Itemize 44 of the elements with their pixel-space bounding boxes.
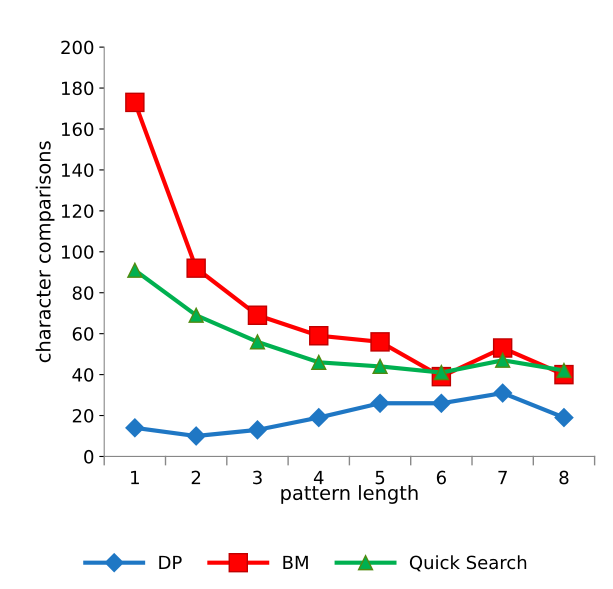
y-tick-label: 40	[72, 368, 94, 382]
y-tick-label: 100	[62, 245, 94, 259]
y-tick-label: 200	[61, 40, 94, 54]
legend-label: BM	[283, 556, 308, 569]
y-tick-label: 120	[62, 204, 94, 218]
x-tick-label: 4	[314, 470, 324, 484]
y-axis-title: character comparisons	[36, 141, 54, 362]
point	[127, 262, 142, 278]
point	[370, 394, 390, 413]
point	[492, 338, 512, 358]
point	[372, 358, 388, 374]
point	[186, 426, 206, 446]
x-axis-title: pattern length	[281, 485, 418, 504]
x-tick-label: 1	[131, 470, 139, 484]
point	[370, 332, 390, 352]
point	[309, 326, 328, 346]
legend-label: Quick Search	[410, 555, 526, 572]
x-tick-label: 8	[559, 470, 568, 484]
x-tick-label: 7	[498, 470, 507, 484]
point	[186, 258, 206, 278]
point	[311, 354, 326, 370]
y-tick-label: 180	[62, 82, 94, 96]
x-tick-label: 3	[253, 470, 262, 484]
point	[432, 394, 451, 413]
point	[493, 383, 512, 403]
y-tick-label: 60	[72, 327, 94, 341]
point	[188, 308, 204, 323]
legend-label: DP	[159, 556, 182, 569]
x-tick-label: 2	[192, 470, 200, 484]
point	[309, 408, 328, 428]
point	[554, 408, 574, 428]
y-tick-label: 80	[72, 286, 94, 300]
y-tick-label: 140	[62, 163, 94, 178]
x-tick-label: 6	[436, 470, 446, 484]
y-tick-label: 20	[72, 409, 94, 423]
y-tick-label: 0	[84, 450, 94, 464]
x-tick-label: 5	[376, 470, 384, 484]
point	[495, 352, 510, 368]
y-tick-label: 160	[62, 122, 94, 136]
point	[125, 92, 145, 112]
point	[250, 334, 266, 350]
point	[125, 418, 144, 438]
point	[248, 306, 268, 325]
point	[248, 420, 267, 440]
